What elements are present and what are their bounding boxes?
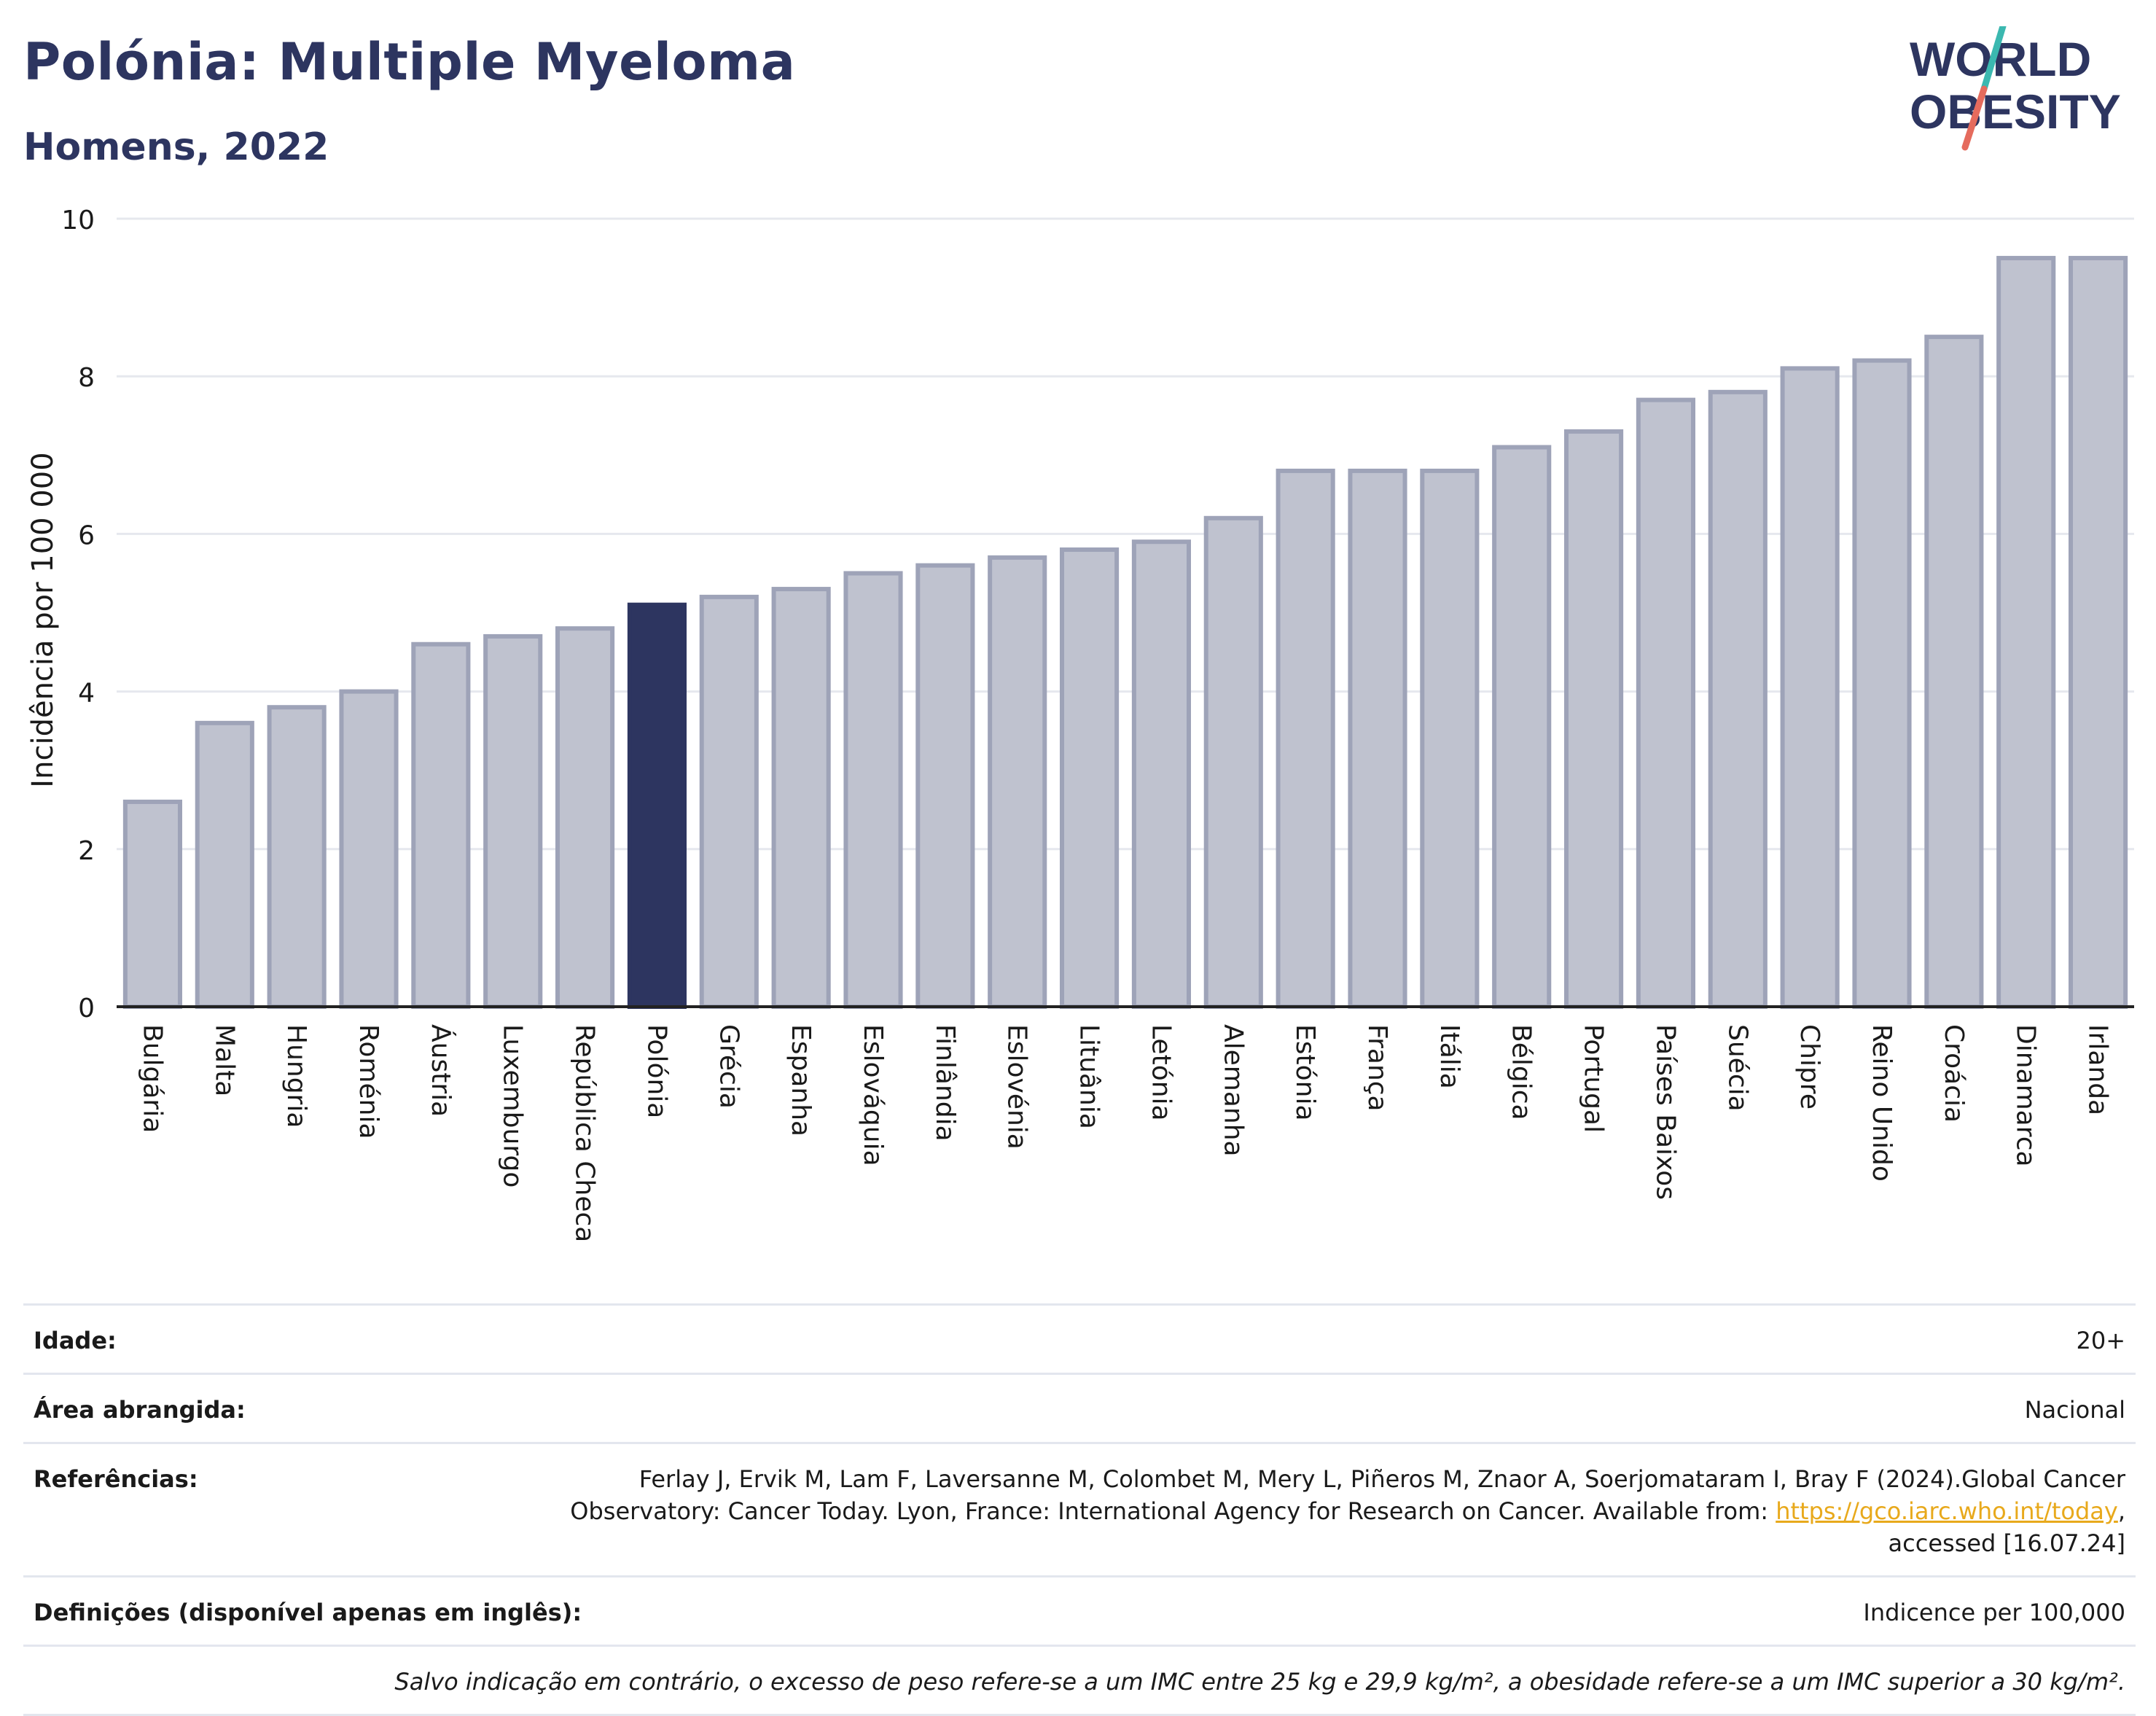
references-accessed: , accessed [16.07.24] bbox=[1888, 1497, 2125, 1557]
chart-subtitle: Homens, 2022 bbox=[23, 125, 329, 169]
age-value: 20+ bbox=[2076, 1327, 2125, 1354]
x-tick-label: Eslovénia bbox=[1002, 1024, 1032, 1150]
world-obesity-logo: WORLD OBESITY bbox=[1910, 26, 2121, 151]
y-tick-label: 8 bbox=[78, 363, 95, 393]
x-tick-label: Países Baixos bbox=[1650, 1024, 1680, 1200]
bar bbox=[1708, 389, 1768, 1009]
x-tick-label: Grécia bbox=[714, 1024, 743, 1109]
references-value: Ferlay J, Ervik M, Lam F, Laversanne M, … bbox=[522, 1463, 2125, 1559]
x-tick-label: Croácia bbox=[1939, 1024, 1969, 1123]
definitions-label: Definições (disponível apenas em inglês)… bbox=[34, 1599, 582, 1626]
x-tick-label: Suécia bbox=[1722, 1024, 1752, 1112]
x-tick-label: Lituânia bbox=[1074, 1024, 1104, 1129]
bar bbox=[1060, 547, 1120, 1009]
bar bbox=[1131, 539, 1191, 1009]
x-tick-label: Finlândia bbox=[930, 1024, 960, 1142]
references-link[interactable]: https://gco.iarc.who.int/today bbox=[1776, 1497, 2118, 1525]
x-tick-label: Malta bbox=[209, 1024, 239, 1096]
references-text: Ferlay J, Ervik M, Lam F, Laversanne M, … bbox=[570, 1465, 2125, 1525]
logo-line-2: OBESITY bbox=[1910, 85, 2121, 139]
info-row-references: Referências: Ferlay J, Ervik M, Lam F, L… bbox=[23, 1442, 2136, 1575]
definitions-value: Indicence per 100,000 bbox=[1863, 1599, 2125, 1626]
x-tick-label: Alemanha bbox=[1218, 1024, 1248, 1157]
x-tick-label: Dinamarca bbox=[2011, 1024, 2041, 1167]
bar bbox=[555, 626, 615, 1009]
bar bbox=[1203, 515, 1263, 1009]
bar bbox=[1420, 468, 1480, 1009]
logo-slash-bottom bbox=[1961, 85, 1988, 151]
bar bbox=[1924, 335, 1984, 1009]
x-tick-label: Espanha bbox=[786, 1024, 816, 1136]
y-tick-label: 10 bbox=[61, 206, 95, 235]
bar bbox=[1348, 468, 1407, 1009]
x-tick-label: Luxemburgo bbox=[498, 1024, 528, 1187]
bar bbox=[195, 720, 254, 1010]
bar bbox=[1564, 429, 1624, 1009]
x-tick-label: Reino Unido bbox=[1867, 1024, 1897, 1182]
y-tick-label: 4 bbox=[78, 679, 95, 709]
age-label: Idade: bbox=[34, 1327, 117, 1354]
chart-title: Polónia: Multiple Myeloma bbox=[23, 32, 796, 92]
x-tick-label: República Checa bbox=[570, 1024, 600, 1242]
x-tick-label: Irlanda bbox=[2083, 1024, 2113, 1115]
x-tick-label: França bbox=[1362, 1024, 1392, 1112]
x-tick-label: Estónia bbox=[1290, 1024, 1320, 1121]
info-row-area: Área abrangida: Nacional bbox=[23, 1373, 2136, 1442]
footnote: Salvo indicação em contrário, o excesso … bbox=[394, 1668, 2125, 1696]
bar bbox=[1492, 445, 1552, 1009]
y-tick-label: 2 bbox=[78, 836, 95, 866]
y-tick-label: 0 bbox=[78, 994, 95, 1023]
bar bbox=[915, 563, 975, 1009]
x-tick-label: Eslováquia bbox=[858, 1024, 888, 1166]
info-row-definitions: Definições (disponível apenas em inglês)… bbox=[23, 1575, 2136, 1645]
bar bbox=[699, 594, 759, 1009]
area-label: Área abrangida: bbox=[34, 1396, 246, 1424]
bar bbox=[771, 587, 831, 1009]
info-table: Idade: 20+ Área abrangida: Nacional Refe… bbox=[23, 1303, 2136, 1716]
bar bbox=[843, 571, 903, 1009]
bar bbox=[1276, 468, 1335, 1009]
bar bbox=[1780, 366, 1840, 1009]
bar bbox=[267, 705, 327, 1009]
info-row-age: Idade: 20+ bbox=[23, 1303, 2136, 1373]
bar bbox=[411, 641, 471, 1009]
y-axis-title: Incidência por 100 000 bbox=[26, 452, 60, 787]
references-label: Referências: bbox=[34, 1465, 198, 1493]
bar bbox=[2069, 256, 2128, 1009]
bar bbox=[1996, 256, 2056, 1009]
bar bbox=[339, 689, 399, 1009]
bar bbox=[483, 633, 543, 1009]
y-tick-label: 6 bbox=[78, 520, 95, 550]
area-value: Nacional bbox=[2024, 1396, 2125, 1424]
x-tick-label: Letónia bbox=[1146, 1024, 1176, 1121]
bar bbox=[122, 799, 182, 1009]
x-tick-label: Portugal bbox=[1579, 1024, 1609, 1133]
x-tick-label: Bélgica bbox=[1507, 1024, 1536, 1120]
x-tick-label: Polónia bbox=[641, 1024, 671, 1118]
x-tick-label: Roménia bbox=[354, 1024, 383, 1139]
bar bbox=[1852, 358, 1912, 1009]
x-tick-label: Chipre bbox=[1794, 1024, 1824, 1109]
bar-chart: 0 2 4 6 8 10 Incidência por 100 000 Bulgária Mal… bbox=[26, 206, 2134, 1242]
x-tick-label: Itália bbox=[1434, 1024, 1464, 1089]
bar bbox=[1636, 397, 1695, 1009]
x-tick-label: Áustria bbox=[426, 1024, 456, 1117]
bar-highlighted bbox=[627, 602, 687, 1009]
bar bbox=[988, 555, 1047, 1009]
x-tick-label: Hungria bbox=[281, 1024, 311, 1128]
logo-slash-top bbox=[1980, 26, 2007, 93]
x-tick-label: Bulgária bbox=[137, 1024, 167, 1133]
info-row-note: Salvo indicação em contrário, o excesso … bbox=[23, 1645, 2136, 1716]
